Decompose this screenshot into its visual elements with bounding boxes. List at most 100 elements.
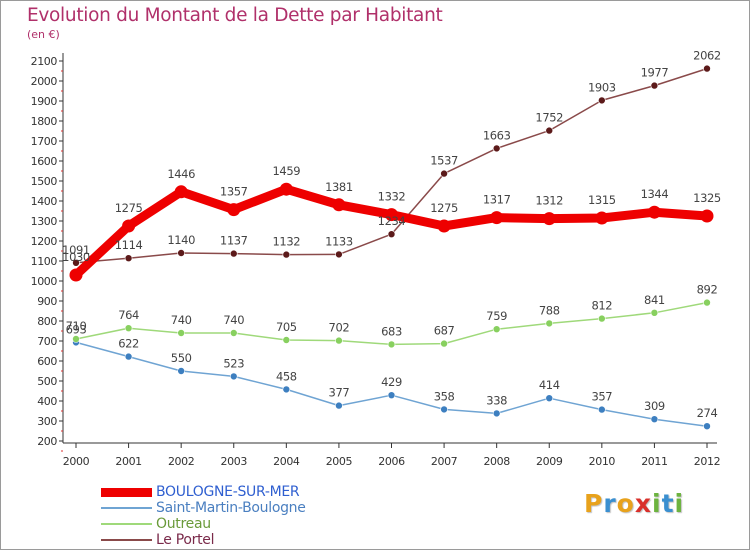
data-point (490, 211, 504, 225)
data-label: 357 (591, 390, 612, 404)
data-label: 1234 (378, 214, 406, 228)
data-label: 683 (381, 324, 402, 338)
data-point (492, 144, 501, 153)
data-label: 2062 (693, 49, 721, 63)
y-tick-label: 2000 (31, 75, 58, 88)
data-label: 764 (118, 308, 139, 322)
data-label: 1977 (641, 66, 669, 80)
data-label: 1317 (483, 193, 511, 207)
y-tick-label: 1600 (31, 155, 58, 168)
data-point (335, 401, 343, 410)
x-tick-label: 2004 (273, 455, 300, 468)
data-point (598, 314, 606, 323)
data-point (124, 254, 133, 263)
data-point (440, 339, 448, 348)
proxiti-logo: Proxiti (584, 489, 684, 518)
data-point (335, 250, 343, 259)
data-label: 1132 (272, 235, 300, 249)
data-point (177, 329, 185, 337)
data-point (545, 319, 554, 328)
data-point (227, 203, 241, 217)
data-label: 705 (276, 320, 297, 334)
data-point (440, 405, 448, 414)
data-label: 1446 (167, 167, 195, 181)
data-point (335, 336, 343, 345)
y-tick-label: 600 (37, 355, 57, 368)
y-tick-label: 200 (37, 435, 57, 448)
legend-label: BOULOGNE-SUR-MER (156, 484, 300, 500)
logo-letter: o (616, 489, 635, 518)
x-tick-label: 2009 (536, 455, 563, 468)
data-label: 1332 (378, 190, 406, 204)
data-point (647, 205, 661, 219)
data-point (69, 268, 83, 282)
y-tick-label: 700 (37, 335, 57, 348)
legend-swatch (101, 539, 152, 541)
y-tick-label: 1400 (31, 195, 58, 208)
data-label: 358 (434, 389, 455, 403)
data-label: 1381 (325, 180, 353, 194)
y-tick-label: 1000 (31, 275, 58, 288)
data-point (703, 422, 711, 431)
series-le-portel (72, 64, 711, 267)
data-label: 812 (591, 299, 612, 313)
data-point (332, 198, 346, 212)
data-label: 1663 (483, 128, 511, 142)
data-point (385, 208, 398, 222)
x-tick-label: 2010 (589, 455, 616, 468)
data-label: 414 (539, 378, 560, 392)
data-label: 892 (697, 283, 718, 297)
data-label: 1140 (167, 233, 195, 247)
series-outreau (72, 298, 711, 349)
legend-label: Outreau (156, 516, 211, 532)
data-point (437, 219, 451, 233)
y-tick-label: 1800 (31, 115, 58, 128)
data-label: 1091 (62, 243, 90, 257)
data-point (282, 250, 291, 259)
data-label: 1752 (535, 111, 563, 125)
data-point (598, 405, 606, 414)
data-label: 1312 (535, 194, 563, 208)
data-label: 740 (171, 313, 192, 327)
data-label: 687 (434, 324, 455, 338)
data-point (387, 391, 396, 400)
data-point (703, 298, 711, 307)
data-label: 710 (66, 319, 87, 333)
x-tick-label: 2008 (483, 455, 510, 468)
data-point (650, 81, 659, 90)
logo-letter: r (603, 489, 617, 518)
data-label: 550 (171, 351, 192, 365)
data-point (124, 352, 133, 361)
legend-swatch (101, 507, 152, 509)
data-point (229, 329, 238, 337)
x-tick-label: 2005 (326, 455, 353, 468)
x-tick-label: 2003 (221, 455, 248, 468)
y-tick-label: 1500 (31, 175, 58, 188)
x-tick-label: 2007 (431, 455, 458, 468)
data-label: 788 (539, 303, 560, 317)
chart-subtitle: (en €) (27, 28, 60, 41)
data-label: 1344 (641, 187, 669, 201)
data-point (700, 209, 714, 223)
data-point (177, 367, 185, 375)
data-point (492, 409, 501, 418)
data-label: 1137 (220, 234, 248, 248)
data-label: 377 (329, 386, 350, 400)
data-point (387, 340, 396, 349)
data-label: 1325 (693, 191, 721, 205)
data-point (650, 308, 659, 317)
y-tick-label: 300 (37, 415, 57, 428)
x-tick-label: 2000 (63, 455, 90, 468)
data-point (650, 415, 659, 424)
legend-swatch (101, 487, 152, 497)
data-label: 338 (486, 393, 507, 407)
data-point (542, 212, 556, 226)
logo-letter: x (634, 489, 652, 518)
data-label: 1030 (62, 250, 90, 264)
data-point (598, 96, 606, 105)
data-label: 274 (697, 406, 718, 420)
y-tick-label: 1900 (31, 95, 58, 108)
y-tick-label: 1300 (31, 215, 58, 228)
